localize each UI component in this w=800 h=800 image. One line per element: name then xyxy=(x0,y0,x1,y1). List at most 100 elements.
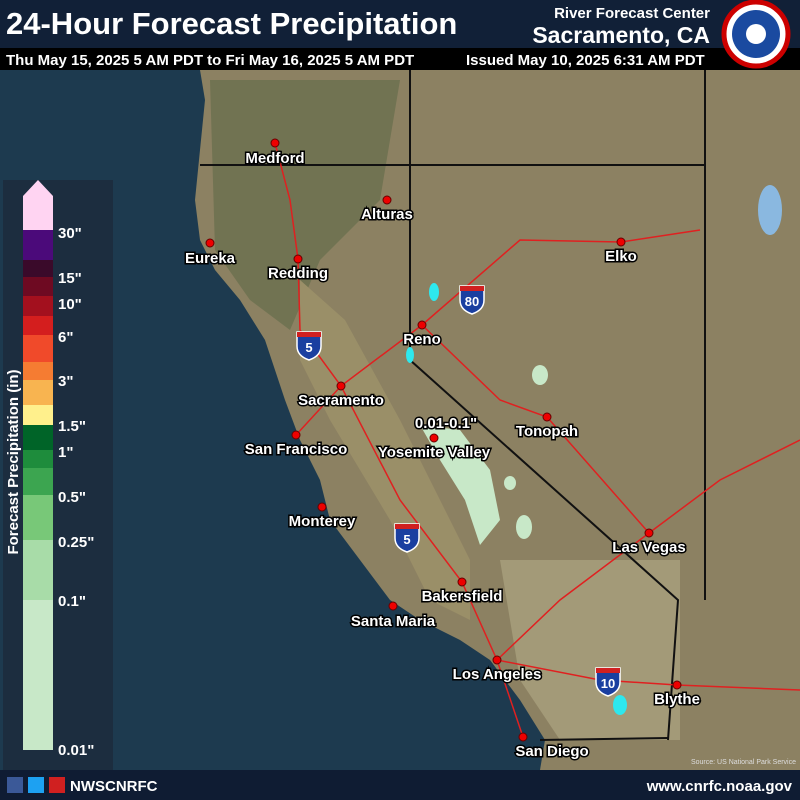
legend-label: 1.5" xyxy=(58,418,86,435)
city-dot xyxy=(205,238,215,248)
desert xyxy=(500,560,680,740)
valid-period: Thu May 15, 2025 5 AM PDT to Fri May 16,… xyxy=(6,52,414,69)
shield-number: 10 xyxy=(601,676,615,691)
legend-arrow xyxy=(23,180,53,230)
precip-areas xyxy=(420,365,548,545)
issued: Issued May 10, 2025 6:31 AM PDT xyxy=(466,52,705,69)
city-label: Las Vegas xyxy=(612,539,685,556)
city-dot xyxy=(672,680,682,690)
city-label: Eureka xyxy=(185,250,236,267)
legend-band xyxy=(23,425,53,450)
precip-area xyxy=(420,425,500,545)
legend-band xyxy=(23,405,53,425)
city-label: Alturas xyxy=(361,206,413,223)
legend-label: 15" xyxy=(58,270,82,287)
city-dot xyxy=(317,502,327,512)
lake xyxy=(613,695,627,715)
city-label: Sacramento xyxy=(298,392,384,409)
city-label: Bakersfield xyxy=(422,588,503,605)
shield-top xyxy=(395,524,419,529)
city-dot xyxy=(644,528,654,538)
cities: Medford Alturas Eureka Redding Elko Reno Sacra… xyxy=(183,138,701,762)
subtitle-bar xyxy=(0,48,800,70)
shield xyxy=(459,285,485,315)
shield-number: 5 xyxy=(403,532,410,547)
city-label: San Diego xyxy=(515,743,588,760)
precip-area xyxy=(532,365,548,385)
shield xyxy=(296,331,322,361)
lake xyxy=(429,283,439,301)
legend-label: 0.1" xyxy=(58,593,86,610)
city-dot xyxy=(388,601,398,611)
legend-band xyxy=(23,495,53,540)
website[interactable]: www.cnrfc.noaa.gov xyxy=(646,778,793,795)
mexico-border xyxy=(539,737,669,741)
legend-band xyxy=(23,296,53,316)
social-handle[interactable]: NWSCNRFC xyxy=(70,778,158,795)
ca-nv-border xyxy=(409,70,680,741)
valley xyxy=(300,280,470,620)
city-label: Yosemite Valley xyxy=(378,444,491,461)
shield xyxy=(595,667,621,697)
legend-label: 1" xyxy=(58,444,73,461)
legend-band xyxy=(23,260,53,277)
legend-label: 30" xyxy=(58,225,82,242)
city-dot xyxy=(457,577,467,587)
city-label: Monterey xyxy=(289,513,356,530)
city-label: Redding xyxy=(268,265,328,282)
legend-label: 0.25" xyxy=(58,534,94,551)
legend-panel xyxy=(3,180,113,770)
legend-band xyxy=(23,277,53,296)
city-dot xyxy=(293,254,303,264)
city-label: Los Angeles xyxy=(453,666,542,683)
shield xyxy=(394,523,420,553)
shield-top xyxy=(460,286,484,291)
city-dot xyxy=(492,655,502,665)
city-label: Tonopah xyxy=(516,423,578,440)
title: 24-Hour Forecast Precipitation xyxy=(6,6,457,41)
youtube-icon[interactable] xyxy=(49,777,65,793)
i-80 xyxy=(295,229,701,436)
state-borders xyxy=(200,70,706,741)
legend-band xyxy=(23,316,53,335)
city-label: Elko xyxy=(605,248,637,265)
twitter-icon[interactable] xyxy=(28,777,44,793)
center-line2: Sacramento, CA xyxy=(532,22,710,48)
center-line1: River Forecast Center xyxy=(554,5,710,22)
city-dot xyxy=(382,195,392,205)
legend-band xyxy=(23,335,53,362)
city-dot xyxy=(616,237,626,247)
facebook-icon[interactable] xyxy=(7,777,23,793)
shield-top xyxy=(596,668,620,673)
legend-band xyxy=(23,362,53,380)
precip-area xyxy=(504,476,516,490)
city-label: Santa Maria xyxy=(351,613,436,630)
lake xyxy=(758,185,782,235)
shield-top xyxy=(297,332,321,337)
city-dot xyxy=(336,381,346,391)
source: Source: US National Park Service xyxy=(691,759,796,766)
city-dot xyxy=(270,138,280,148)
legend-band xyxy=(23,600,53,750)
title-bar xyxy=(0,0,800,48)
interstates: 5 80 5 10 xyxy=(296,285,621,697)
city-dot xyxy=(291,430,301,440)
legend-band xyxy=(23,540,53,600)
footer-bar xyxy=(0,770,800,800)
legend-band xyxy=(23,450,53,468)
legend-label: 3" xyxy=(58,373,73,390)
city-dot xyxy=(518,732,528,742)
legend-band xyxy=(23,380,53,405)
city-label: Blythe xyxy=(654,691,700,708)
city-label: San Francisco xyxy=(245,441,348,458)
legend-band xyxy=(23,468,53,495)
shield-number: 80 xyxy=(465,294,479,309)
city-label: Medford xyxy=(245,150,304,167)
shield-number: 5 xyxy=(305,340,312,355)
legend-label: 6" xyxy=(58,329,73,346)
lake xyxy=(406,347,414,363)
legend: Forecast Precipitation (in) 30" 15" 10" 6" 3… xyxy=(3,180,113,770)
city-dot xyxy=(429,433,439,443)
